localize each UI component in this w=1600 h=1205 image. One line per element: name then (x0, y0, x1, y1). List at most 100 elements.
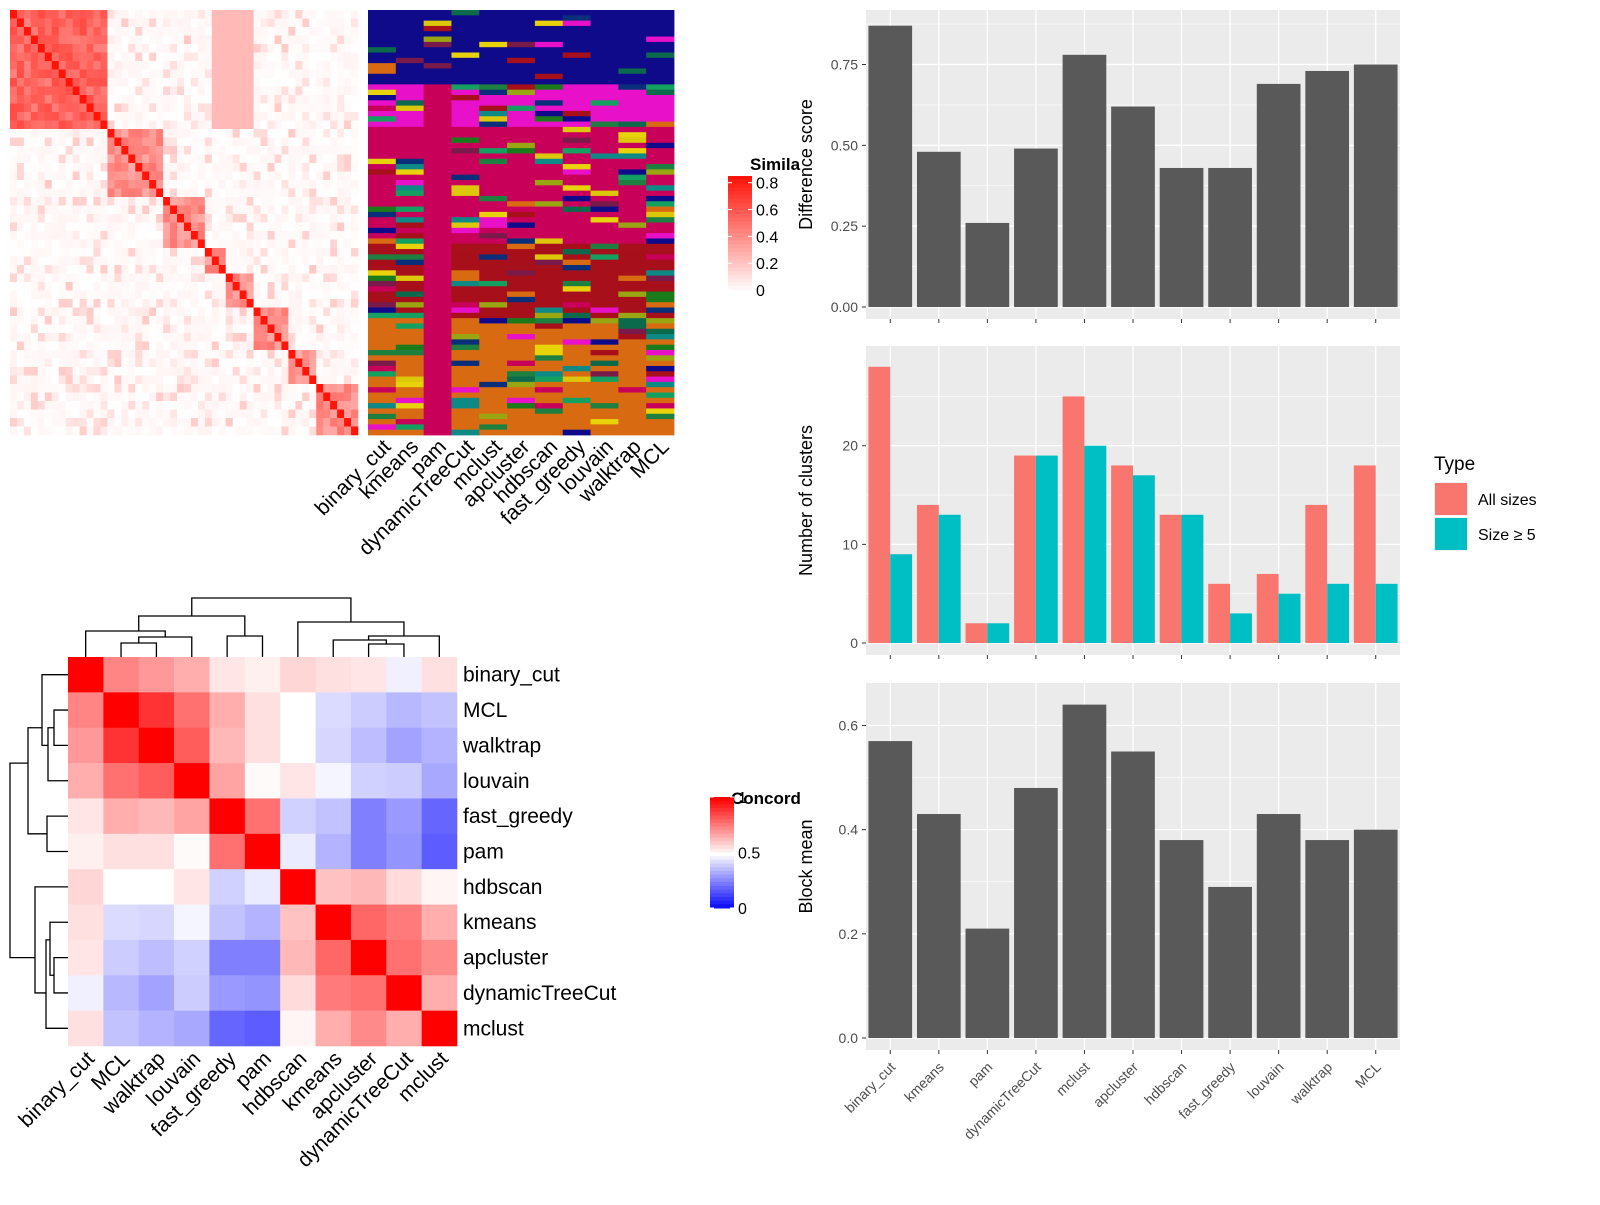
concordance-cell (244, 798, 281, 835)
cluster-cell (395, 222, 425, 229)
similarity-cell (65, 341, 73, 351)
similarity-cell (16, 324, 25, 334)
similarity-cell (128, 154, 136, 164)
similarity-cell (86, 375, 94, 385)
similarity-cell (190, 18, 199, 28)
similarity-cell (274, 163, 282, 172)
cluster-cell (507, 280, 536, 287)
similarity-cell (93, 129, 101, 138)
similarity-cell (218, 384, 227, 393)
similarity-cell (344, 27, 352, 36)
cluster-cell (479, 153, 508, 160)
concordance-cell (421, 975, 458, 1011)
similarity-cell (170, 69, 178, 79)
similarity-cell (295, 273, 303, 283)
similarity-cell (246, 316, 254, 325)
similarity-cell (260, 367, 268, 376)
similarity-cell (65, 367, 73, 376)
similarity-cell (79, 299, 87, 308)
cluster-cell (618, 254, 647, 261)
similarity-cell (232, 154, 240, 164)
similarity-cell (163, 197, 171, 206)
concordance-cell (421, 657, 458, 693)
similarity-cell (302, 103, 310, 113)
concordance-cell (386, 727, 422, 764)
similarity-cell (135, 273, 143, 283)
similarity-cell (170, 112, 178, 121)
similarity-cell (30, 52, 39, 62)
bar-size-ge-5 (1181, 514, 1204, 643)
left-dendrogram-link (9, 762, 35, 959)
similarity-cell (316, 163, 324, 172)
cluster-cell (534, 318, 564, 324)
similarity-cell (351, 95, 359, 104)
similarity-cell (23, 341, 32, 351)
cluster-cell (479, 116, 508, 122)
similarity-cell (170, 384, 178, 393)
similarity-cell (93, 52, 101, 62)
similarity-cell (10, 299, 18, 308)
similarity-cell (274, 10, 282, 19)
similarity-cell (100, 120, 108, 130)
cluster-cell (507, 31, 536, 37)
cluster-cell (368, 100, 397, 107)
similarity-cell (302, 163, 310, 172)
similarity-cell (218, 350, 227, 359)
similarity-cell (114, 188, 122, 198)
cluster-cell (618, 270, 647, 277)
similarity-cell (149, 27, 157, 36)
cluster-cell (423, 350, 452, 356)
cluster-cell (507, 355, 536, 362)
similarity-cell (163, 180, 171, 189)
similarity-cell (135, 129, 143, 138)
cluster-cell (507, 190, 536, 197)
similarity-cell (16, 154, 25, 164)
similarity-cell (72, 163, 80, 172)
cluster-cell (646, 344, 675, 351)
similarity-cell (323, 112, 331, 121)
cluster-cell (646, 174, 675, 181)
concordance-legend-swatch (710, 800, 734, 805)
similarity-cell (135, 316, 143, 325)
cluster-cell (479, 312, 508, 319)
cluster-cell (479, 254, 508, 261)
similarity-cell (225, 86, 234, 96)
similarity-cell (100, 324, 108, 334)
cluster-cell (368, 312, 397, 319)
similarity-cell (323, 78, 331, 87)
similarity-cell (30, 273, 39, 283)
similarity-cell (107, 307, 115, 317)
similarity-cell (309, 78, 317, 87)
similarity-cell (337, 188, 345, 198)
similarity-cell (107, 350, 115, 359)
similarity-cell (218, 265, 227, 274)
similarity-cell (337, 129, 345, 138)
similarity-cell (58, 146, 66, 155)
x-tick-label: pam (965, 1059, 996, 1090)
similarity-cell (232, 375, 240, 385)
cluster-cell (618, 206, 647, 213)
similarity-cell (330, 163, 338, 172)
similarity-cell (302, 299, 310, 308)
similarity-cell (239, 35, 247, 45)
similarity-cell (316, 188, 324, 198)
similarity-cell (163, 222, 171, 232)
cluster-cell (534, 169, 564, 176)
concordance-cell (350, 869, 387, 905)
cluster-cell (562, 63, 591, 69)
similarity-cell (274, 146, 282, 155)
cluster-cell (423, 424, 452, 431)
similarity-cell (177, 418, 185, 427)
cluster-cell (368, 291, 397, 298)
similarity-cell (163, 231, 171, 240)
similarity-cell (58, 392, 66, 402)
cluster-cell (646, 307, 675, 314)
similarity-cell (211, 231, 220, 240)
similarity-cell (93, 401, 101, 410)
cluster-cell (368, 408, 397, 415)
similarity-cell (232, 205, 240, 215)
similarity-cell (121, 239, 129, 249)
similarity-cell (100, 392, 108, 402)
